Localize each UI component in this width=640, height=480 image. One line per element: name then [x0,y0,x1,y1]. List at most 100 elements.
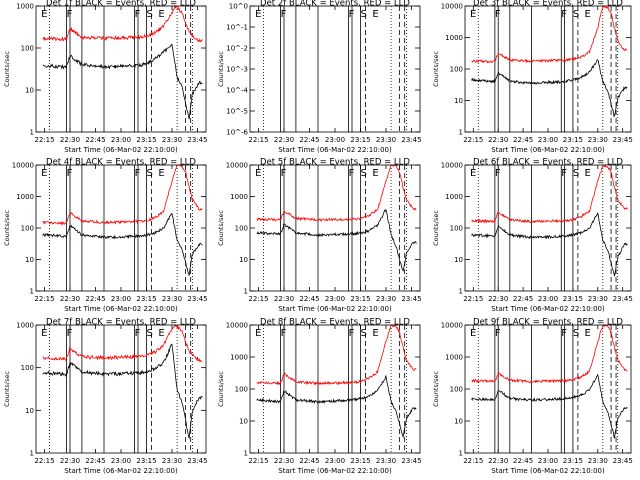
x-tick-label: 23:15 [136,136,156,144]
y-tick-label: 1 [459,450,463,458]
x-tick-label: 23:30 [376,136,396,144]
x-tick-label: 23:00 [325,295,345,303]
plot-panel-9: Det 9f BLACK = Events, RED = LLD Counts/s… [432,318,633,476]
flare-label: S [573,9,579,20]
x-tick-label: 23:00 [111,136,131,144]
x-tick-label: 23:15 [136,457,156,465]
x-tick-label: 22:45 [85,457,105,465]
flare-label: E [41,328,47,339]
y-tick-label: 10 [25,407,34,415]
plot-frame [35,324,207,454]
plot-panel-6: Det 6f BLACK = Events, RED = LLD Counts/s… [432,158,633,314]
plot-frame [35,5,207,133]
y-tick-label: 10^-4 [226,87,248,95]
lld-series-line [42,4,203,43]
x-tick-label: 23:45 [613,457,633,465]
flare-label: S [361,328,367,339]
events-series-line [42,212,203,276]
y-tick-label: 10 [239,418,248,426]
x-tick-label: 23:30 [588,136,608,144]
flare-label: F [349,9,355,20]
flare-label: S [147,328,153,339]
plot-panel-8: Det 8f BLACK = Events, RED = LLD Counts/s… [217,318,422,476]
flare-label: E [470,9,476,20]
x-tick-label: 22:15 [34,295,54,303]
flare-label: F [67,328,73,339]
y-tick-label: 10^-1 [226,24,248,32]
y-tick-label: 10000 [441,162,463,170]
x-tick-label: 22:30 [274,136,294,144]
x-tick-label: 23:30 [162,457,182,465]
plot-title: Det 2f BLACK = Events, RED = LLD [260,0,410,9]
x-tick-label: 22:30 [488,136,508,144]
y-tick-label: 1 [30,129,34,137]
y-tick-label: 1 [30,288,34,296]
plot-frame [464,324,632,454]
y-tick-label: 10 [454,97,463,105]
flare-label: F [135,168,141,179]
x-tick-label: 23:15 [563,457,583,465]
flare-label: S [573,328,579,339]
y-axis-label: Counts/sec [217,51,225,87]
y-tick-label: 100 [450,386,463,394]
y-tick-label: 10000 [441,322,463,330]
flare-label: F [495,168,501,179]
plot-title: Det 8f BLACK = Events, RED = LLD [260,318,410,328]
flare-label: E [41,168,47,179]
x-tick-label: 22:15 [248,457,268,465]
events-series-line [471,59,628,118]
y-tick-label: 1000 [445,354,463,362]
y-tick-label: 1000 [16,322,34,330]
y-axis-label: Counts/sec [217,371,225,407]
events-series-line [471,212,628,277]
flare-label: E [372,328,378,339]
x-tick-label: 22:30 [60,136,80,144]
flare-label: E [255,168,261,179]
y-tick-label: 1 [459,129,463,137]
x-tick-label: 23:00 [111,457,131,465]
y-axis-label: Counts/sec [432,210,440,246]
x-tick-label: 22:45 [513,295,533,303]
y-tick-label: 1 [244,288,248,296]
x-tick-label: 22:30 [274,457,294,465]
x-tick-label: 22:15 [34,136,54,144]
flare-label: F [281,168,287,179]
y-tick-label: 100 [450,66,463,74]
y-tick-label: 10 [454,418,463,426]
y-axis-label: Counts/sec [3,210,11,246]
x-axis-label: Start Time (06-Mar-02 22:10:00) [278,467,392,475]
flare-label: F [281,9,287,20]
flare-label: E [158,328,164,339]
flare-label: F [135,328,141,339]
events-series-line [256,208,417,272]
flare-label: F [495,328,501,339]
lld-series-line [471,5,628,64]
flare-label: E [41,9,47,20]
flare-label: F [561,168,567,179]
flare-label: E [372,168,378,179]
plot-panel-5: Det 5f BLACK = Events, RED = LLD Counts/s… [217,158,422,314]
events-series-line [471,373,628,439]
plot-frame [249,164,421,292]
x-tick-label: 23:45 [401,136,421,144]
flare-label: E [372,9,378,20]
flare-label: S [573,168,579,179]
x-tick-label: 22:15 [34,457,54,465]
y-tick-label: 10^0 [229,3,248,11]
flare-label: F [281,328,287,339]
y-axis-label: Counts/sec [432,371,440,407]
plot-panel-3: Det 3f BLACK = Events, RED = LLD Counts/s… [432,0,633,154]
y-tick-label: 100 [235,225,248,233]
lld-series-line [42,164,203,226]
x-axis-label: Start Time (06-Mar-02 22:10:00) [491,467,605,475]
plot-frame [35,164,207,292]
x-tick-label: 23:30 [588,457,608,465]
flare-label: F [495,9,501,20]
x-tick-label: 22:15 [463,295,483,303]
lld-series-line [471,163,628,224]
flare-label: E [585,168,591,179]
flare-label: E [255,9,261,20]
flare-label: F [67,9,73,20]
x-tick-label: 23:15 [136,295,156,303]
plot-title: Det 4f BLACK = Events, RED = LLD [46,158,196,168]
